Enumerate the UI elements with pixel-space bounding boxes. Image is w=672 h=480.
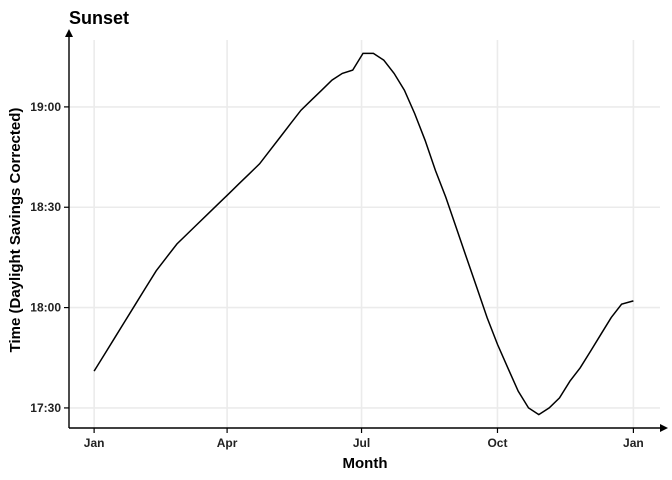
y-tick-label: 18:30 bbox=[30, 200, 61, 214]
axes bbox=[65, 29, 668, 432]
x-tick-label: Jan bbox=[623, 436, 644, 450]
x-tick-label: Jul bbox=[353, 436, 370, 450]
x-axis-title: Month bbox=[343, 455, 388, 472]
y-tick-label: 19:00 bbox=[30, 100, 61, 114]
x-tick-label: Jan bbox=[84, 436, 105, 450]
x-axis-ticks: Jan Apr Jul Oct Jan bbox=[84, 428, 644, 450]
y-axis-title: Time (Daylight Savings Corrected) bbox=[7, 108, 24, 353]
grid bbox=[69, 40, 660, 428]
sunset-series-line bbox=[93, 52, 634, 416]
y-tick-label: 18:00 bbox=[30, 301, 61, 315]
y-axis-ticks: 17:30 18:00 18:30 19:00 bbox=[30, 100, 69, 415]
x-tick-label: Oct bbox=[487, 436, 507, 450]
x-tick-label: Apr bbox=[217, 436, 238, 450]
chart-title: Sunset bbox=[69, 8, 129, 28]
series bbox=[93, 52, 634, 416]
y-tick-label: 17:30 bbox=[30, 401, 61, 415]
